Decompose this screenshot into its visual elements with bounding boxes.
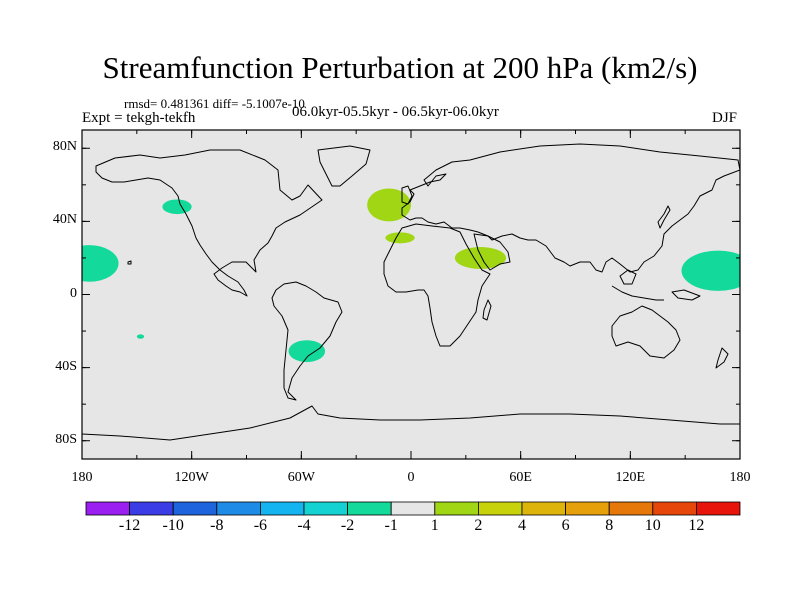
coast-new-zealand xyxy=(715,347,729,369)
coast-indonesia xyxy=(611,285,664,301)
coast-africa xyxy=(383,223,491,347)
colorbar-swatch xyxy=(129,501,174,516)
y-tick-label-40n: 40N xyxy=(52,212,77,228)
colorbar-label: -8 xyxy=(210,517,224,534)
y-tick-label-80n: 80N xyxy=(52,139,77,155)
plot-title: Streamfunction Perturbation at 200 hPa (… xyxy=(102,50,698,85)
colorbar-label: -12 xyxy=(118,517,141,534)
coast-madagascar xyxy=(482,299,492,321)
axis-ticks xyxy=(81,130,741,459)
anomaly-mediterranean xyxy=(385,232,415,244)
colorbar-label: 8 xyxy=(605,517,614,534)
colorbar-swatch xyxy=(434,501,479,516)
colorbar-label: 1 xyxy=(430,517,439,534)
colorbar-label: -10 xyxy=(162,517,184,534)
colorbar-swatch xyxy=(303,501,348,516)
coast-new-guinea xyxy=(671,289,701,301)
colorbar-swatch xyxy=(652,501,697,516)
x-tick-label-120e: 120E xyxy=(615,470,646,485)
coast-north-america xyxy=(95,149,323,297)
x-tick-label-0: 0 xyxy=(407,470,415,485)
colorbar-swatch xyxy=(347,501,392,516)
colorbar-swatch xyxy=(259,501,305,516)
colorbar-swatch xyxy=(521,501,566,516)
colorbar-swatch xyxy=(477,501,523,516)
colorbar xyxy=(85,501,741,516)
coast-australia xyxy=(611,305,681,359)
map-background xyxy=(82,130,740,459)
coast-borneo xyxy=(619,269,637,285)
experiment-label: Expt = tekgh-tekfh xyxy=(82,110,196,126)
y-tick-label-40s: 40S xyxy=(55,358,77,374)
coast-south-america xyxy=(271,281,343,401)
anomaly-layer xyxy=(82,188,740,363)
colorbar-swatch xyxy=(565,501,610,516)
colorbar-swatch xyxy=(390,501,436,516)
colorbar-label: 4 xyxy=(518,517,526,534)
x-tick-label-60w: 60W xyxy=(287,470,315,485)
anomaly-ne-pacific xyxy=(162,199,192,215)
coast-antarctica xyxy=(82,405,740,441)
coastlines xyxy=(82,143,740,441)
coast-japan xyxy=(657,205,671,229)
colorbar-label: 10 xyxy=(644,517,661,534)
anomaly-north-africa xyxy=(454,246,507,269)
anomaly-south-america xyxy=(288,340,326,363)
colorbar-swatch xyxy=(172,501,218,516)
y-tick-label-80s: 80S xyxy=(55,431,77,447)
colorbar-label: -2 xyxy=(340,517,355,534)
anomaly-central-pacific-east xyxy=(82,245,119,282)
colorbar-label: -6 xyxy=(253,517,268,534)
period-label: 06.0kyr-05.5kyr - 06.5kyr-06.0kyr xyxy=(292,104,499,120)
coast-hawaii xyxy=(127,260,132,265)
colorbar-label: -4 xyxy=(297,517,311,534)
colorbar-label: -1 xyxy=(384,517,398,534)
season-label: DJF xyxy=(712,110,738,126)
rmsd-diff-stats: rmsd= 0.481361 diff= -5.1007e-10 xyxy=(124,96,305,111)
colorbar-swatch xyxy=(85,501,130,516)
colorbar-swatch xyxy=(696,501,741,516)
coast-greenland xyxy=(317,145,371,187)
x-tick-label-180e: 180 xyxy=(729,470,751,485)
anomaly-small-south-pacific xyxy=(136,334,145,339)
x-tick-label-180w: 180 xyxy=(71,470,93,485)
anomaly-western-pacific xyxy=(681,250,740,291)
coast-arabia xyxy=(473,233,511,271)
colorbar-label: 12 xyxy=(688,517,705,534)
anomaly-north-atlantic xyxy=(367,188,412,222)
y-tick-label-eq: 0 xyxy=(70,285,77,301)
coast-british-isles xyxy=(401,185,413,205)
colorbar-label: 2 xyxy=(474,517,483,534)
x-tick-label-60e: 60E xyxy=(509,470,532,485)
colorbar-swatch xyxy=(608,501,654,516)
colorbar-swatch xyxy=(216,501,261,516)
colorbar-label: 6 xyxy=(561,517,570,534)
x-tick-label-120w: 120W xyxy=(174,470,209,485)
